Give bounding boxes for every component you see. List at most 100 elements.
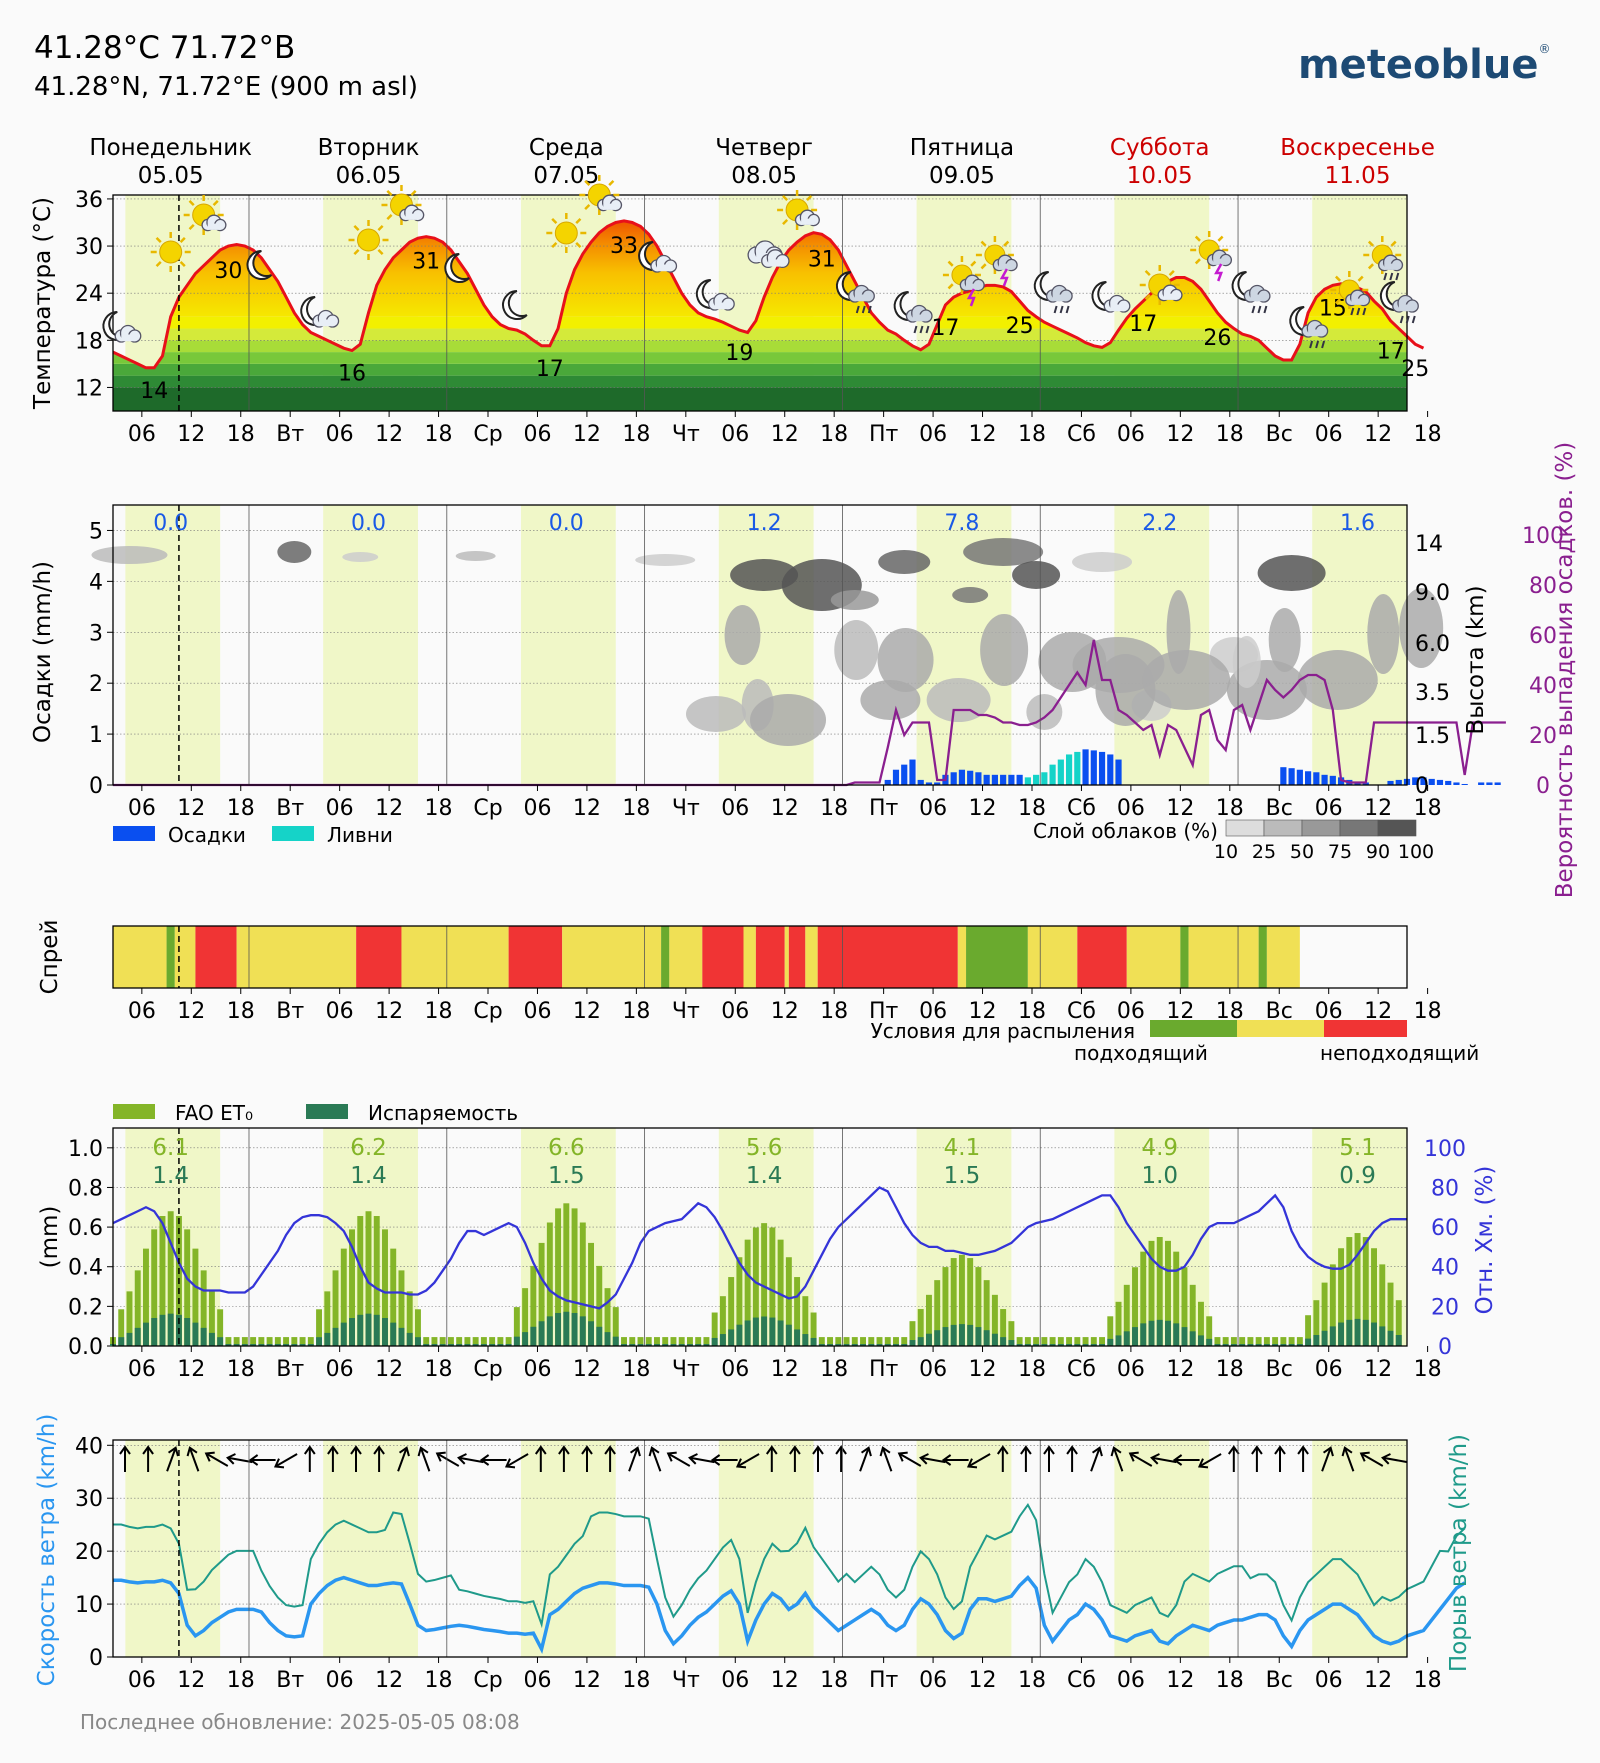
- y-tick-label: 30: [75, 235, 103, 260]
- evap-bar: [1214, 1344, 1221, 1346]
- precip-bar: [991, 774, 998, 785]
- wind-direction-icon: [835, 1445, 847, 1472]
- x-tick-label: 18: [1414, 422, 1442, 447]
- daily-evap-total: 1.4: [152, 1163, 189, 1189]
- day-name: Воскресенье: [1280, 135, 1435, 161]
- wind-direction-icon: [859, 1446, 872, 1472]
- fao-bar: [563, 1203, 570, 1346]
- evap-bar: [843, 1344, 850, 1346]
- fao-bar: [456, 1337, 463, 1346]
- fao-bar: [200, 1270, 207, 1346]
- fao-bar: [1395, 1300, 1402, 1346]
- x-tick-label: 12: [1166, 999, 1194, 1024]
- rain-icon: [1309, 340, 1326, 349]
- cloud-icon: [794, 209, 820, 227]
- cloud-legend-tick: 10: [1214, 841, 1238, 863]
- x-tick-label: 06: [523, 1668, 551, 1693]
- precip-bar: [983, 774, 990, 785]
- evap-bar: [390, 1322, 397, 1346]
- cloud-layer: [1297, 650, 1378, 710]
- x-tick-label: 06: [523, 796, 551, 821]
- sun-icon: [150, 232, 191, 272]
- x-tick-label: 06: [128, 796, 156, 821]
- evap-bar: [752, 1317, 759, 1346]
- x-tick-label: 18: [1018, 999, 1046, 1024]
- wind-direction-icon: [1359, 1451, 1384, 1467]
- evapo-frame: [112, 1127, 1408, 1347]
- x-tick-label: Ср: [473, 999, 502, 1024]
- daily-precip-total: 0.0: [549, 511, 584, 536]
- evap-bar: [1173, 1323, 1180, 1346]
- fao-bar: [728, 1277, 735, 1346]
- fao-bar: [868, 1337, 875, 1346]
- x-tick-label: 12: [177, 1357, 205, 1382]
- daylight-band: [520, 505, 616, 785]
- wind-direction-icon: [1274, 1445, 1286, 1472]
- daylight-band: [718, 1440, 814, 1657]
- spray-legend-bad: [1324, 1020, 1407, 1037]
- x-tick-label: 18: [622, 1668, 650, 1693]
- fao-bar: [925, 1294, 932, 1346]
- y-tick-label: 18: [75, 329, 103, 354]
- x-tick-label: 06: [326, 422, 354, 447]
- height-tick-label: 3.5: [1415, 681, 1450, 706]
- max-temp-label: 25: [1006, 314, 1034, 339]
- fao-bar: [637, 1337, 644, 1346]
- wind-direction-icon: [897, 1451, 922, 1467]
- fao-bar: [546, 1222, 553, 1346]
- evap-bar: [909, 1340, 916, 1346]
- fao-bar: [769, 1227, 776, 1346]
- x-tick-label: Пт: [869, 796, 899, 821]
- x-tick-label: 06: [523, 999, 551, 1024]
- fao-bar: [1272, 1337, 1279, 1346]
- fao-bar: [1082, 1337, 1089, 1346]
- x-tick-label: Чт: [672, 796, 700, 821]
- fao-bar: [126, 1291, 133, 1346]
- evap-legend-label: Испаряемость: [368, 1101, 518, 1125]
- evap-bar: [151, 1318, 158, 1346]
- fao-bar: [1239, 1337, 1246, 1346]
- min-temp-label: 15: [1319, 296, 1347, 321]
- fao-bar: [1371, 1248, 1377, 1346]
- evap-bar: [1074, 1344, 1081, 1346]
- fao-bar: [382, 1229, 388, 1346]
- precip-bar: [909, 759, 916, 785]
- daylight-band: [125, 1440, 221, 1657]
- precip-bar: [1486, 782, 1493, 785]
- precip-bar: [1041, 772, 1048, 785]
- wind-direction-icon: [350, 1445, 362, 1472]
- cloud-layer: [1399, 588, 1444, 668]
- x-tick-label: 12: [771, 999, 799, 1024]
- evap-bar: [827, 1344, 834, 1346]
- fao-bar: [678, 1337, 685, 1346]
- x-tick-label: 18: [820, 1668, 848, 1693]
- spray-segment: [1027, 926, 1078, 988]
- y-tick-label: 0: [89, 774, 103, 799]
- max-temp-label: 33: [610, 234, 638, 259]
- evap-bar: [884, 1344, 891, 1346]
- x-tick-label: 12: [1166, 1357, 1194, 1382]
- fao-bar: [1197, 1301, 1204, 1346]
- fao-bar: [250, 1337, 257, 1346]
- evap-bar: [1387, 1330, 1394, 1346]
- x-tick-label: 06: [326, 1668, 354, 1693]
- precip-bar: [1428, 778, 1435, 785]
- rain-icon: [855, 305, 872, 314]
- daylight-band: [1114, 1440, 1210, 1657]
- meteoblue-logo[interactable]: meteoblue®: [1298, 42, 1551, 88]
- height-tick-label: 14: [1415, 532, 1443, 557]
- fao-bar: [761, 1223, 768, 1346]
- precip-bar: [1354, 782, 1361, 785]
- spray-segment: [702, 926, 744, 988]
- x-tick-label: 06: [128, 1668, 156, 1693]
- evap-bar: [456, 1344, 463, 1346]
- spray-segment: [508, 926, 563, 988]
- x-tick-label: 18: [1216, 999, 1244, 1024]
- fao-bar: [555, 1208, 562, 1346]
- wind-direction-icon: [1043, 1445, 1055, 1472]
- fao-bar: [942, 1267, 949, 1346]
- evap-bar: [1313, 1335, 1320, 1346]
- fao-bar: [447, 1337, 454, 1346]
- min-temp-label: 16: [338, 362, 366, 387]
- evap-bar: [1181, 1327, 1188, 1346]
